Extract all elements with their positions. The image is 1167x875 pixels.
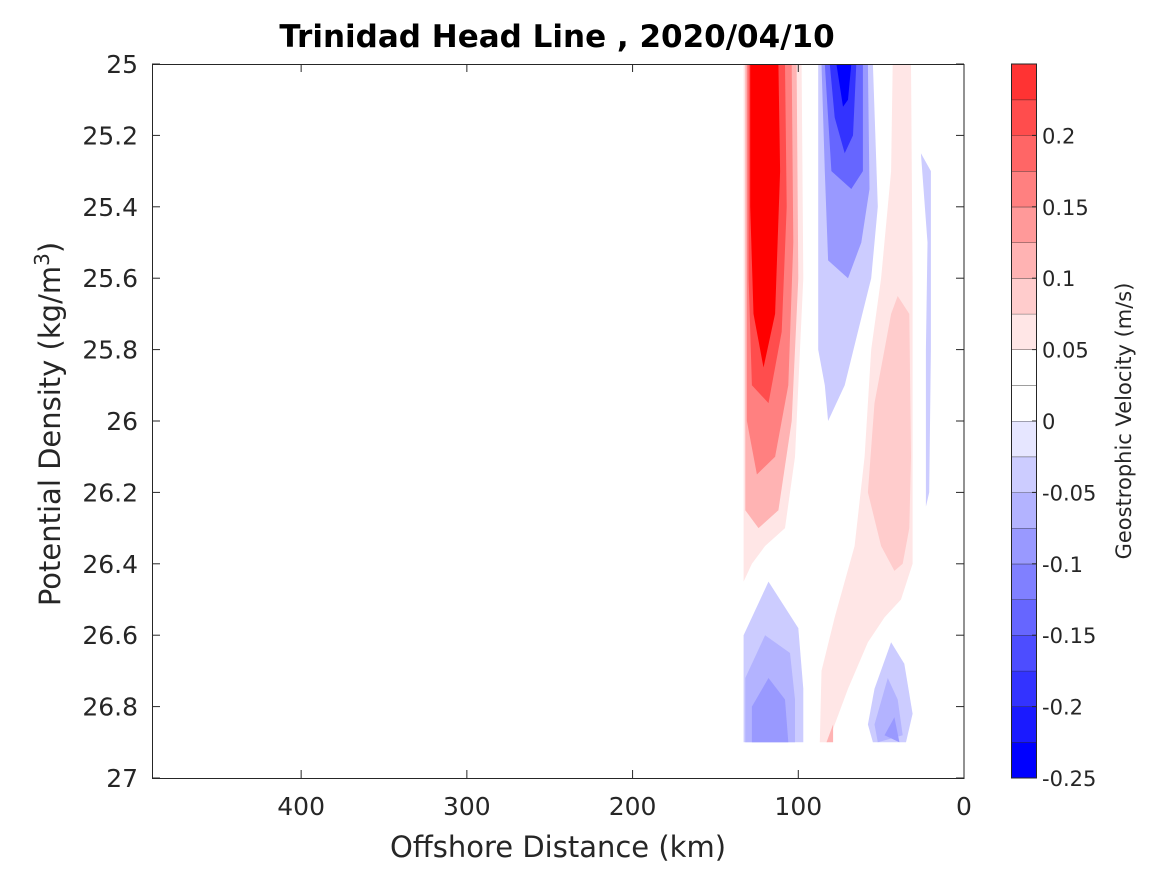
y-tick-labels: 25 25.2 25.4 25.6 25.8 26 26.2 26.4 26.6 26.8 27 (82, 50, 138, 793)
x-tick-label: 400 (277, 792, 325, 821)
x-tick-labels: 400 300 200 100 0 (277, 792, 972, 821)
y-tick-label: 27 (106, 764, 138, 793)
chart-title: Trinidad Head Line , 2020/04/10 (279, 19, 834, 55)
colorbar-tick-label: -0.05 (1042, 481, 1096, 505)
colorbar: 0.2 0.15 0.1 0.05 0 -0.05 -0.1 -0.15 -0.2 -0.25 (1011, 63, 1096, 791)
colorbar-label: Geostrophic Velocity (m/s) (1112, 283, 1136, 560)
contour-region-10 (819, 64, 913, 743)
contour-region-4 (750, 64, 781, 368)
y-tick-label: 25.2 (82, 121, 138, 150)
colorbar-swatch (1011, 313, 1037, 350)
y-tick-label: 25 (106, 50, 138, 79)
colorbar-swatch (1011, 171, 1037, 207)
colorbar-swatch (1011, 64, 1037, 100)
colorbar-swatch (1011, 528, 1037, 564)
colorbar-tick-label: 0.1 (1042, 267, 1075, 291)
x-tick-label: 200 (609, 792, 657, 821)
colorbar-swatch (1011, 563, 1037, 600)
y-axis-label: Potential Density (kg/m3) (30, 242, 67, 606)
colorbar-swatch (1011, 99, 1037, 136)
contour-region-11 (867, 296, 911, 571)
y-tick-label: 26 (106, 407, 138, 436)
colorbar-tick-label: 0.15 (1042, 196, 1089, 220)
colorbar-swatch (1011, 385, 1037, 421)
contour-region-9 (836, 64, 852, 107)
y-axis-label-close: ) (33, 242, 67, 253)
contour-region-18 (884, 717, 900, 743)
colorbar-swatch (1011, 349, 1037, 386)
y-axis-label-superscript: 3 (30, 253, 54, 266)
colorbar-swatch (1011, 635, 1037, 671)
colorbar-swatch (1011, 742, 1037, 778)
contour-region-15 (751, 678, 789, 743)
colorbar-swatch (1011, 242, 1037, 279)
colorbar-tick-label: 0.2 (1042, 124, 1075, 148)
x-axis-label: Offshore Distance (km) (390, 830, 726, 864)
x-tick-label: 100 (774, 792, 822, 821)
colorbar-swatch (1011, 206, 1037, 243)
contour-region-19 (920, 153, 931, 507)
y-tick-label: 25.8 (82, 336, 138, 365)
y-tick-label: 26.8 (82, 693, 138, 722)
contour-region-12 (826, 724, 834, 743)
colorbar-swatch (1011, 135, 1037, 172)
colorbar-swatch (1011, 670, 1037, 707)
y-axis-label-main: Potential Density (kg/m (33, 266, 67, 606)
colorbar-tick-label: -0.2 (1042, 696, 1083, 720)
colorbar-tick-label: -0.15 (1042, 624, 1096, 648)
y-tick-label: 25.6 (82, 264, 138, 293)
colorbar-swatch (1011, 492, 1037, 529)
y-tick-label: 26.6 (82, 621, 138, 650)
colorbar-swatch (1011, 421, 1037, 457)
contour-region-8 (829, 64, 857, 154)
colorbar-tick-label: -0.25 (1042, 767, 1096, 791)
y-tick-label: 26.2 (82, 478, 138, 507)
colorbar-swatch (1011, 706, 1037, 743)
colorbar-tick-label: 0.05 (1042, 339, 1089, 363)
colorbar-swatch (1011, 599, 1037, 636)
colorbar-tick-label: 0 (1042, 410, 1055, 434)
y-tick-label: 26.4 (82, 550, 138, 579)
colorbar-swatch (1011, 278, 1037, 314)
colorbar-swatch (1011, 456, 1037, 493)
plot-area (152, 63, 965, 779)
colorbar-tick-label: -0.1 (1042, 553, 1083, 577)
contour-fills (743, 64, 931, 743)
y-tick-label: 25.4 (82, 193, 138, 222)
axis-ticks (152, 63, 965, 779)
x-tick-label: 0 (956, 792, 972, 821)
x-tick-label: 300 (443, 792, 491, 821)
